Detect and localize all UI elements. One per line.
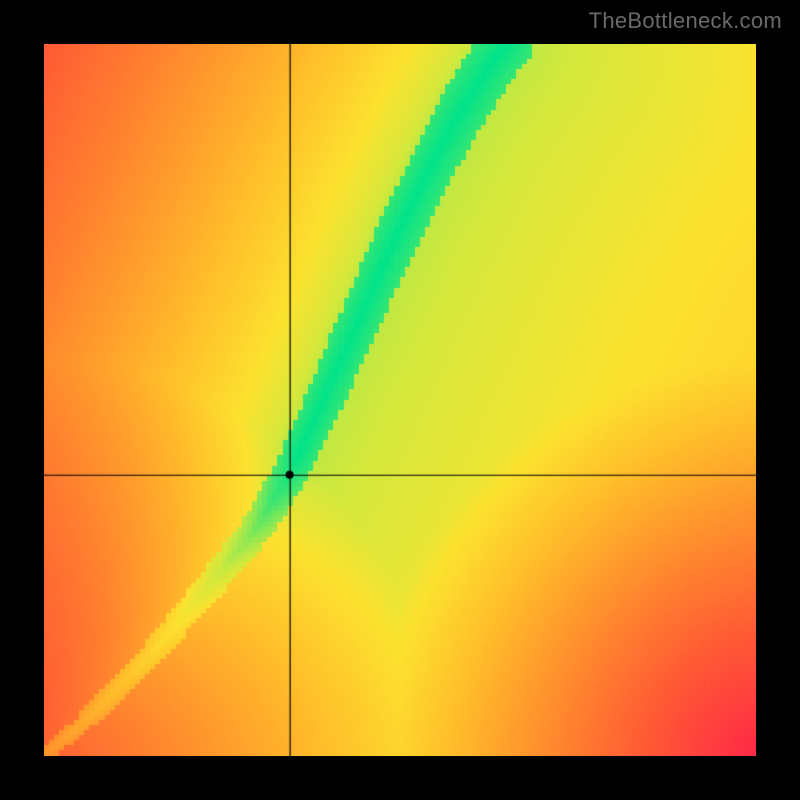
bottleneck-heatmap xyxy=(44,44,756,756)
heatmap-canvas xyxy=(44,44,756,756)
watermark-label: TheBottleneck.com xyxy=(589,8,782,34)
